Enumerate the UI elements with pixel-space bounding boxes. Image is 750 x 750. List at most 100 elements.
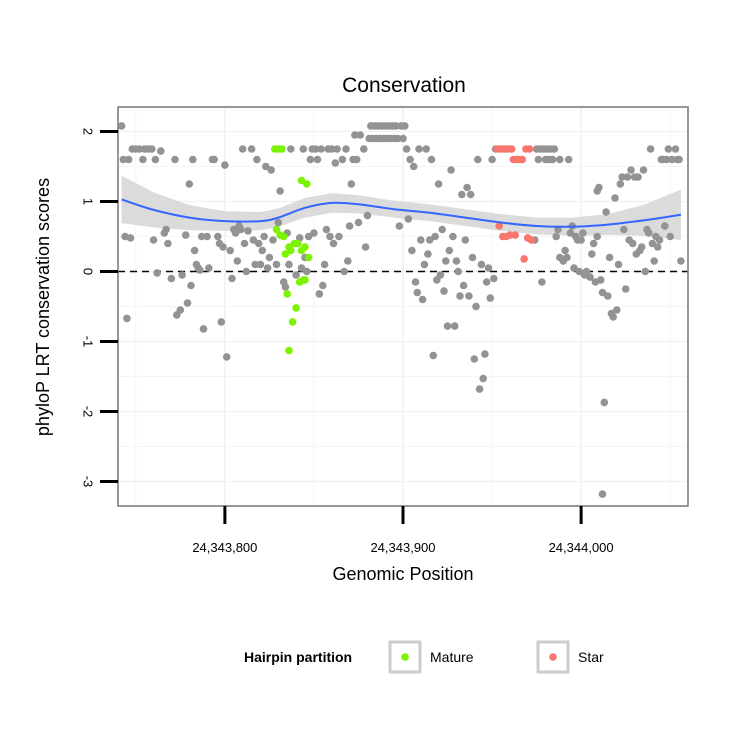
other-point [456,292,464,300]
other-point [157,147,165,155]
other-point [187,281,195,290]
legend-title: Hairpin partition [244,649,352,665]
confidence-ribbon [121,175,681,240]
other-point [579,229,587,237]
other-point [470,355,479,363]
star-point [520,255,528,263]
other-point [434,180,443,188]
other-point [326,232,334,241]
y-tick-label: -3 [81,476,96,488]
legend-key-star [549,653,557,661]
other-point [331,159,340,167]
other-point [653,243,662,251]
other-point [361,243,370,251]
star-point [527,236,536,244]
other-point [338,155,347,164]
other-point [299,145,308,153]
other-point [564,155,573,164]
other-point [616,180,625,188]
mature-point [301,243,309,251]
other-point [613,306,621,314]
other-point [329,239,338,248]
other-point [655,236,664,244]
other-point [183,299,192,307]
other-point [199,325,208,333]
other-point [345,222,354,230]
other-point [153,269,161,277]
other-point [262,162,270,171]
other-point [413,288,422,297]
other-point [306,155,315,164]
other-point [237,225,245,234]
other-point [443,322,452,330]
other-point [662,155,671,164]
other-point [661,222,669,230]
other-point [417,236,425,244]
other-point [431,232,439,241]
other-point [593,187,601,195]
other-point [641,267,650,276]
other-point [171,155,179,164]
other-point [429,351,438,360]
other-point [422,145,431,153]
other-point [468,253,477,262]
other-point [402,145,411,153]
mature-point [279,232,288,241]
mature-point [304,253,313,262]
data-points [117,122,685,498]
other-point [253,155,261,164]
other-point [600,398,609,407]
other-point [244,227,252,235]
other-point [260,232,268,241]
star-point [506,231,514,239]
other-point [588,250,596,258]
other-point [677,257,685,265]
other-point [210,155,218,164]
other-point [181,231,190,239]
other-point [450,322,459,330]
other-point [605,253,614,262]
other-point [454,267,463,276]
other-point [552,232,560,241]
other-point [393,134,402,143]
other-point [609,313,617,321]
other-point [335,232,343,241]
other-point [189,155,197,164]
mature-point [292,304,300,312]
other-point [197,232,206,241]
other-point [611,194,619,202]
other-point [406,155,414,164]
other-point [242,267,251,276]
other-point [474,155,482,164]
y-tick-label: 2 [81,128,96,135]
other-point [415,145,423,153]
other-point [675,155,683,164]
y-axis: 2 1 0 -1 -2 -3 [81,128,118,488]
plot-panel [117,106,689,507]
mature-point [283,290,292,298]
other-point [623,173,632,181]
other-point [363,211,372,220]
other-point [409,162,418,171]
other-point [418,295,427,304]
y-tick-label: 1 [81,198,96,205]
other-point [217,318,226,326]
other-point [477,260,486,269]
other-point [404,215,413,223]
other-point [411,278,420,286]
other-point [149,236,158,244]
other-point [461,236,470,244]
other-point [645,229,653,237]
other-point [438,225,447,234]
other-point [265,253,274,262]
other-point [328,145,336,153]
other-point [342,145,350,153]
other-point [425,236,434,244]
other-point [475,385,484,393]
other-point [254,239,263,248]
other-point [566,229,575,237]
other-point [458,190,466,199]
smooth-trend-line [121,198,682,228]
other-point [317,145,325,153]
other-point [614,260,623,269]
